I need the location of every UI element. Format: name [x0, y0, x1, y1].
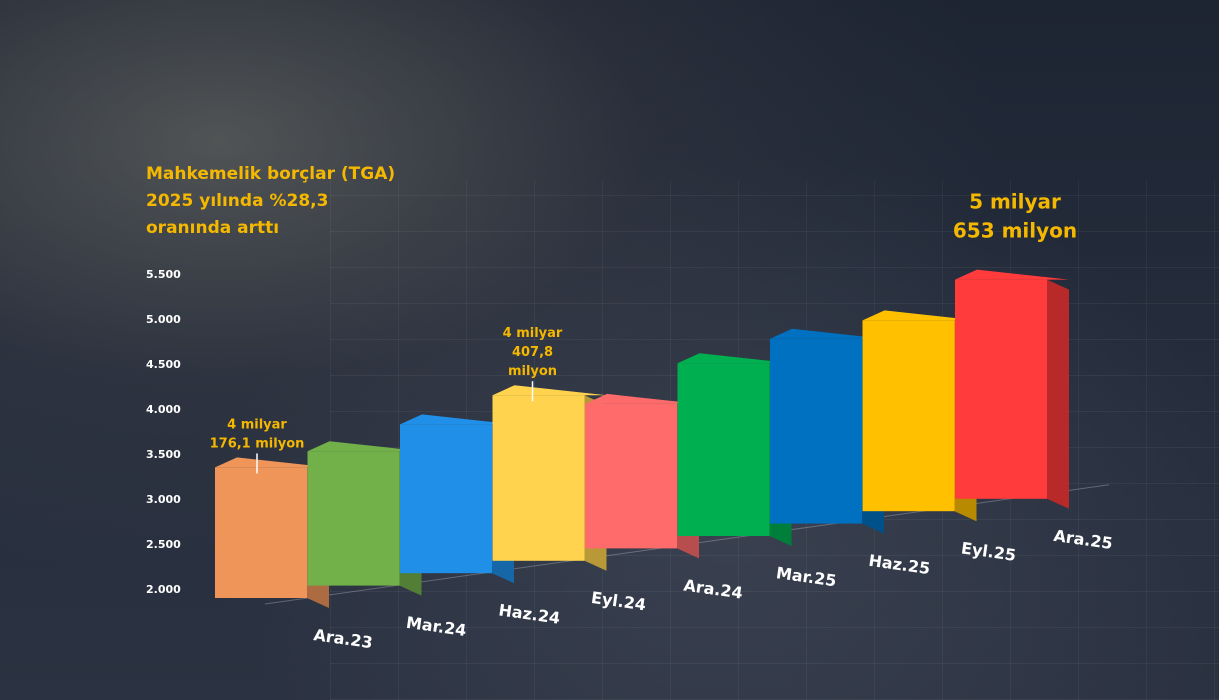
annotation-label: 4 milyar	[227, 417, 287, 432]
bar-top	[677, 353, 792, 364]
annotation-label: 653 milyon	[953, 219, 1077, 243]
y-tick-label: 5.000	[146, 313, 181, 326]
bar	[215, 467, 307, 598]
annotation-label: milyon	[508, 364, 557, 379]
bar-top	[585, 393, 699, 404]
bar	[307, 451, 400, 586]
bar-top	[955, 269, 1069, 280]
bar	[585, 403, 677, 549]
annotation-label: 407,8	[512, 345, 553, 360]
annotation-label: 176,1 milyon	[210, 436, 305, 451]
bar-top	[862, 310, 977, 321]
y-tick-label: 4.000	[146, 403, 181, 416]
bar	[400, 424, 492, 574]
x-tick-label: Ara.25	[1052, 526, 1113, 553]
bar	[770, 338, 862, 524]
x-tick-label: Eyl.25	[960, 538, 1017, 564]
bar-top	[400, 414, 514, 425]
bar	[492, 395, 585, 561]
y-tick-label: 2.000	[146, 583, 181, 596]
annotation-label: 4 milyar	[503, 326, 563, 341]
bar	[955, 279, 1047, 499]
x-tick-label: Haz.24	[497, 600, 561, 627]
bar	[862, 320, 955, 512]
y-tick-label: 5.500	[146, 268, 181, 281]
y-tick-label: 4.500	[146, 358, 181, 371]
x-tick-label: Haz.25	[867, 551, 931, 578]
chart-title-line-1: Mahkemelik borçlar (TGA)	[146, 164, 396, 184]
bar-top	[215, 457, 329, 468]
chart-title-line-2: 2025 yılında %28,3	[146, 191, 329, 211]
y-tick-label: 3.000	[146, 493, 181, 506]
annotation-label: 5 milyar	[969, 190, 1061, 214]
x-tick-label: Ara.24	[682, 576, 743, 603]
bar	[677, 363, 770, 536]
x-tick-label: Ara.23	[312, 625, 373, 652]
x-tick-label: Mar.25	[775, 563, 838, 590]
bar-top	[770, 328, 884, 339]
x-tick-label: Eyl.24	[590, 588, 647, 614]
y-tick-label: 3.500	[146, 448, 181, 461]
x-tick-label: Mar.24	[405, 613, 468, 640]
chart-title-line-3: oranında arttı	[146, 218, 280, 238]
y-tick-label: 2.500	[146, 538, 181, 551]
bar-top	[492, 385, 607, 396]
bar-top	[307, 441, 422, 452]
bar-side	[1047, 279, 1069, 509]
